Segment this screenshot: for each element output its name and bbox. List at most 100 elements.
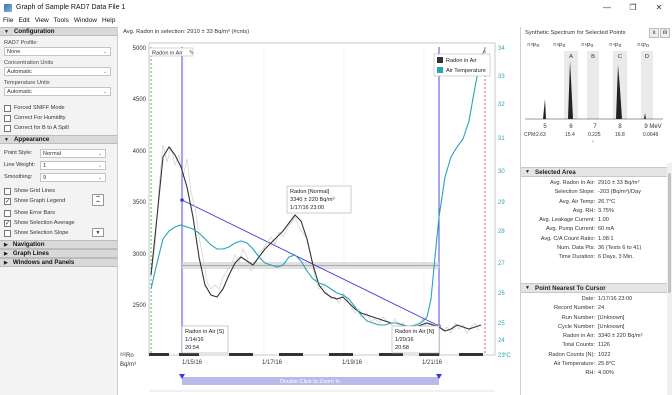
spectrum-peaks bbox=[543, 61, 646, 119]
kv-key: Cycle Number: bbox=[558, 323, 595, 330]
kv-row: Num. Data Pts: 36 (Tests 6 to 41) bbox=[521, 244, 667, 253]
kv-key: Avg. RH: bbox=[572, 207, 595, 214]
correct-humidity-checkbox[interactable]: Correct For Humidity bbox=[4, 114, 117, 122]
spectrum-view-button-2[interactable]: ılı bbox=[660, 28, 670, 38]
slope-options-dropdown[interactable]: ▼ bbox=[92, 228, 104, 237]
y2-tick-33: 33 bbox=[498, 74, 505, 80]
checkbox-box bbox=[4, 197, 11, 205]
maximize-button[interactable]: ❐ bbox=[629, 3, 637, 12]
windows-panels-header[interactable]: ▶ Windows and Panels bbox=[0, 258, 117, 267]
rad7-profile-value: None bbox=[7, 49, 21, 55]
graph-lines-header[interactable]: ▶ Graph Lines bbox=[0, 249, 117, 258]
show-selection-average-checkbox[interactable]: Show Selection Average bbox=[4, 219, 117, 227]
nearest-point-header[interactable]: ▼ Point Nearest To Cursor bbox=[521, 283, 667, 293]
windows-panels-header-label: Windows and Panels bbox=[12, 259, 75, 266]
chevron-down-icon: ⌄ bbox=[102, 89, 107, 95]
checkbox-box bbox=[4, 229, 11, 237]
y2-tick-27: 27 bbox=[498, 261, 505, 267]
cpm-po216: 0.225 bbox=[588, 132, 601, 138]
kv-row: Radon in Air: 3340 ± 220 Bq/m³ bbox=[521, 332, 667, 341]
menu-edit[interactable]: Edit bbox=[18, 17, 30, 24]
y2-tick-25: 25 bbox=[498, 321, 505, 327]
y2-tick-31: 31 bbox=[498, 136, 505, 142]
close-button[interactable]: ✕ bbox=[655, 3, 663, 12]
info-scrollbar[interactable] bbox=[667, 163, 672, 395]
legend-position-icon[interactable]: ▪▪ ▪▪ bbox=[92, 194, 104, 206]
appearance-header[interactable]: ▼ Appearance bbox=[0, 135, 117, 144]
plot-frame bbox=[148, 42, 496, 356]
kv-key: Record Number: bbox=[553, 305, 595, 312]
x-axis-ticks: 1/15/16 1/17/16 1/19/16 1/21/16 bbox=[182, 360, 443, 366]
nearest-point-header-label: Point Nearest To Cursor bbox=[534, 284, 606, 292]
line-weight-value: 1 bbox=[43, 162, 47, 169]
tooltip-n-title: Radon in Air [N] bbox=[395, 329, 435, 335]
nearest-point-table: Date: 1/17/16 23:00 Record Number: 24 Run … bbox=[521, 295, 667, 395]
cpm-values: CPM: 2.63 15.4 0.225 16.8 0.0649 bbox=[524, 132, 659, 138]
isotope-po214: ²¹⁴Po bbox=[609, 43, 622, 49]
minimize-button[interactable]: — bbox=[603, 3, 611, 12]
menu-window[interactable]: Window bbox=[73, 17, 97, 24]
isotope-po210: ²¹⁰Po bbox=[527, 43, 539, 49]
smoothing-select[interactable]: 9 ⌄ bbox=[40, 172, 106, 182]
cpm-po212: 0.0649 bbox=[643, 132, 659, 138]
x-tick-1-15: 1/15/16 bbox=[182, 360, 203, 366]
kv-value: 3340 ± 220 Bq/m³ bbox=[598, 333, 643, 340]
configuration-header[interactable]: ▼ Configuration bbox=[0, 27, 117, 36]
line-weight-select[interactable]: 1 ⌄ bbox=[40, 160, 106, 170]
selected-area-header[interactable]: ▼ Selected Area bbox=[521, 167, 667, 177]
y2-tick-24: 24 bbox=[498, 338, 505, 344]
kv-row: Radon Counts (N): 1022 bbox=[521, 351, 667, 360]
radon-chart[interactable]: Radon in Air ✎ Radon in Air Air Temperat… bbox=[119, 27, 519, 395]
graph-legend bbox=[433, 53, 491, 77]
kv-row: Avg. Pump Current: 60 mA bbox=[521, 225, 667, 234]
kv-value: 36 (Tests 6 to 41) bbox=[598, 245, 642, 252]
air-temperature-line bbox=[150, 48, 486, 328]
tooltip-n-time: 20:58 bbox=[395, 345, 409, 351]
rad7-profile-select[interactable]: None ⌄ bbox=[4, 47, 111, 56]
legend-temp-swatch bbox=[437, 67, 443, 73]
tooltip-selection-end bbox=[391, 325, 440, 354]
kv-row: Time Duration: 6 Days, 3 Min. bbox=[521, 253, 667, 262]
scrollbar-thumb[interactable] bbox=[668, 173, 671, 293]
correct-spill-label: Correct for B to A Spill bbox=[14, 125, 69, 131]
kv-row: RH: 4.00% bbox=[521, 369, 667, 378]
point-style-select[interactable]: Normal ⌄ bbox=[40, 148, 106, 158]
y2-tick-28: 28 bbox=[498, 229, 505, 235]
navigation-header[interactable]: ▶ Navigation bbox=[0, 240, 117, 249]
isotope-po212: ²¹²Po bbox=[637, 43, 649, 49]
menu-tools[interactable]: Tools bbox=[53, 17, 69, 24]
kv-row: Avg. C/A Count Ratio: 1.08:1 bbox=[521, 235, 667, 244]
window-c: C bbox=[618, 54, 622, 60]
menu-view[interactable]: View bbox=[34, 17, 49, 24]
kv-row: Avg. RH: 3.75% bbox=[521, 207, 667, 216]
slope-start-point bbox=[180, 198, 184, 202]
kv-key: Avg. C/A Count Ratio: bbox=[540, 235, 595, 242]
show-selection-average-label: Show Selection Average bbox=[14, 220, 75, 226]
chevron-down-icon: ⌄ bbox=[97, 150, 102, 157]
show-grid-checkbox[interactable]: Show Grid Lines bbox=[4, 187, 117, 195]
kv-row: Air Temperature: 25.8°C bbox=[521, 360, 667, 369]
correct-spill-checkbox[interactable]: Correct for B to A Spill bbox=[4, 124, 117, 132]
kv-row: Cycle Number: [Unknown] bbox=[521, 323, 667, 332]
show-legend-checkbox[interactable]: Show Graph Legend ▪▪▪▪ bbox=[4, 194, 117, 206]
point-style-value: Normal bbox=[43, 150, 62, 157]
x-tick-1-19: 1/19/16 bbox=[342, 360, 363, 366]
show-error-bars-checkbox[interactable]: Show Error Bars bbox=[4, 209, 117, 217]
zoom-bar[interactable] bbox=[182, 377, 439, 385]
forced-sniff-checkbox[interactable]: Forced SNIFF Mode bbox=[4, 104, 117, 112]
zoom-bar-label: Double-Click to Zoom In bbox=[280, 379, 340, 385]
left-axis-ticks: 5000 4500 4000 3500 3000 2500 bbox=[133, 46, 147, 309]
chevron-down-icon: ⌄ bbox=[102, 49, 107, 55]
show-selection-slope-checkbox[interactable]: Show Selection Slope ▼ bbox=[4, 228, 117, 237]
spectrum-view-button-1[interactable]: ıı bbox=[649, 28, 659, 38]
tooltip-selection-start bbox=[181, 325, 229, 354]
menu-help[interactable]: Help bbox=[101, 17, 116, 24]
window-b: B bbox=[591, 54, 595, 60]
selection-slope-line bbox=[181, 199, 440, 327]
conc-units-select[interactable]: Automatic ⌄ bbox=[4, 67, 111, 76]
kv-value: 6 Days, 3 Min. bbox=[598, 254, 634, 261]
chevron-down-icon: ⌄ bbox=[97, 162, 102, 169]
collapse-triangle-icon: ▼ bbox=[4, 28, 9, 35]
temp-units-select[interactable]: Automatic ⌄ bbox=[4, 87, 111, 96]
menu-file[interactable]: File bbox=[3, 17, 14, 24]
